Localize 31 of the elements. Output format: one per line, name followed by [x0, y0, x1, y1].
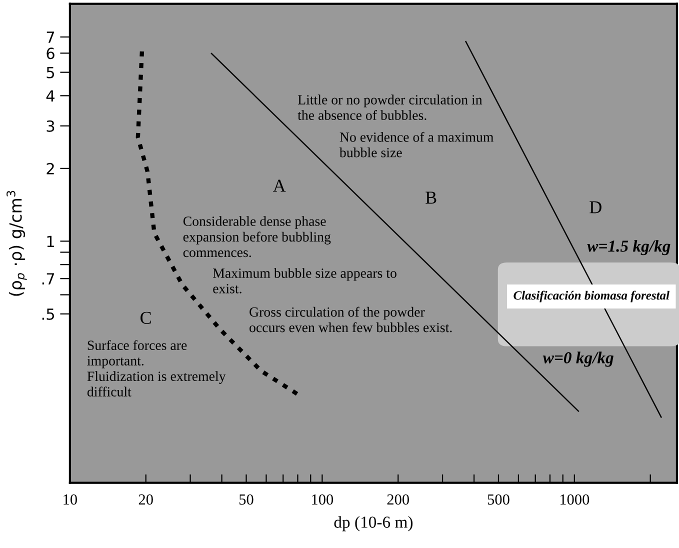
y-tick-label: 2 — [46, 162, 54, 174]
annotation: w=1.5 kg/kg — [587, 240, 670, 256]
x-tick-label: 20 — [138, 494, 153, 505]
annotation: Clasificación biomasa forestal — [514, 290, 670, 302]
x-tick-label: 1000 — [560, 494, 590, 505]
y-tick-label: 1 — [47, 236, 54, 247]
y-tick-label: 5 — [46, 66, 54, 78]
y-tick-label: .5 — [42, 308, 54, 320]
x-tick-label: 500 — [488, 494, 510, 505]
annotation: B — [426, 192, 436, 204]
annotation: w=0 kg/kg — [542, 352, 614, 367]
annotation: Considerable dense phase expansion before bubbling commences. — [183, 216, 331, 258]
y-tick-label: 4 — [46, 90, 54, 102]
y-tick-label: .7 — [42, 273, 54, 284]
y-tick-label: 3 — [46, 120, 54, 132]
annotation: A — [273, 180, 286, 192]
x-tick-label: 200 — [387, 494, 409, 505]
x-axis-title: dp (10-6 m) — [334, 516, 413, 532]
x-tick-label: 100 — [312, 494, 334, 505]
x-tick-label: 10 — [64, 494, 77, 505]
annotation: Surface forces are important. Fluidization is extremely difficult — [87, 340, 226, 396]
annotation: Gross circulation of the powder occurs even when few bubbles exist. — [250, 306, 452, 332]
x-tick-label: 50 — [239, 494, 254, 505]
annotation: C — [140, 312, 151, 324]
annotation: Maximum bubble size appears to exist. — [212, 268, 396, 294]
annotation: D — [590, 201, 602, 214]
annotation: Little or no powder circulation in the absence of bubbles. — [298, 94, 482, 120]
y-axis-title: (ρ$_{p}$ ·ρ) g/cm$^{3}$ — [6, 190, 27, 296]
y-tick-label: 7 — [46, 32, 54, 43]
y-tick-label: 6 — [46, 48, 54, 60]
annotation: No evidence of a maximum bubble size — [339, 132, 494, 158]
